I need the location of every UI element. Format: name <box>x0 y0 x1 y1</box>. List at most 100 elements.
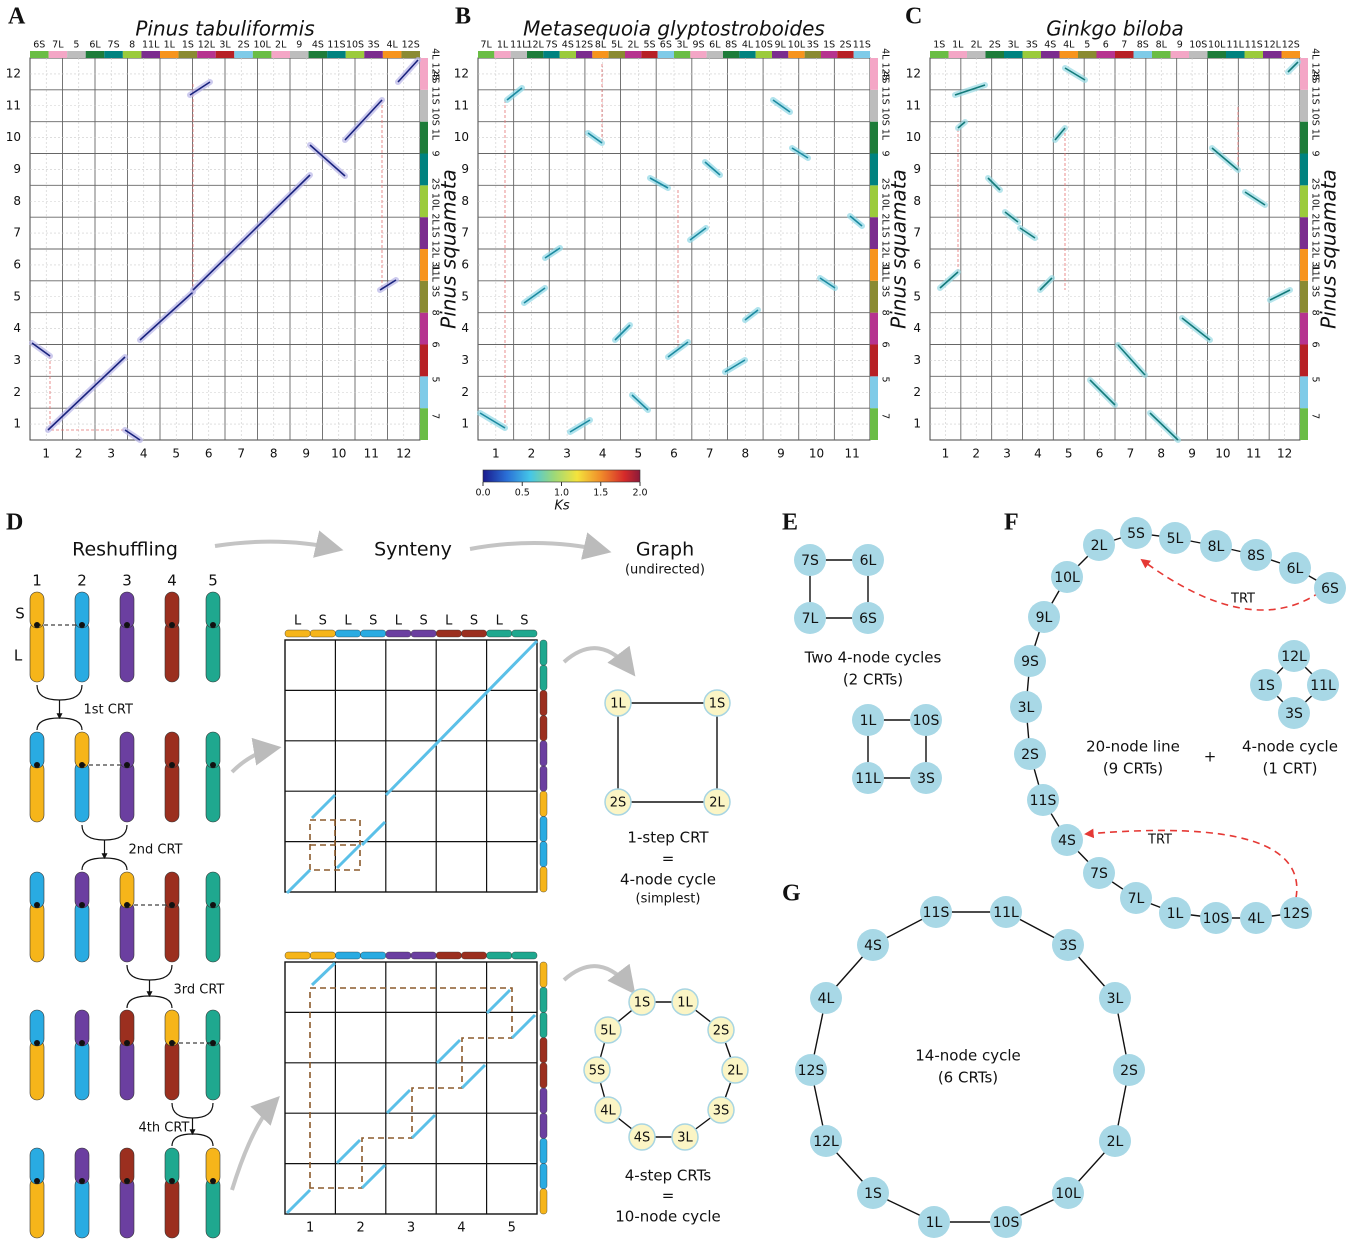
flow-arrows <box>214 530 636 1191</box>
colorbar-tick-label: 2.0 <box>632 488 647 499</box>
chrom-bar <box>804 51 821 58</box>
top-label: 3L <box>1008 40 1020 51</box>
top-label: 12L <box>526 40 544 51</box>
node-label: 8S <box>1247 548 1265 564</box>
chrom-bar <box>160 51 179 58</box>
right-label: 7 <box>880 413 891 419</box>
node-label: 1L <box>677 996 693 1011</box>
chrom-bar <box>178 51 198 58</box>
graph-node <box>1027 784 1059 816</box>
colorbar-tick-label: 0.5 <box>515 488 530 499</box>
chromosome-long-arm <box>164 901 180 963</box>
y-label: 10 <box>906 130 921 144</box>
genome-bar <box>539 1037 548 1063</box>
genome-bar <box>539 1138 548 1164</box>
right-label: 2S 10L 2L <box>1310 178 1321 226</box>
y-label: 7 <box>461 226 469 240</box>
chrom-bar <box>870 185 878 218</box>
graph-node <box>857 1177 889 1209</box>
node-label: 3L <box>1107 991 1124 1007</box>
caption: 1-step CRT <box>627 829 709 847</box>
top-label: 9S <box>692 40 704 51</box>
chrom-bar <box>252 51 272 58</box>
node-label: 3S <box>917 771 935 787</box>
crt-box <box>309 819 361 871</box>
y-label: 1 <box>461 417 469 431</box>
chrom-bar <box>510 51 527 58</box>
synteny-block <box>506 87 523 101</box>
graph-node <box>707 1096 735 1124</box>
y-label: 4 <box>913 321 921 335</box>
node-label: 6L <box>860 553 877 569</box>
panel-letter: A <box>8 4 26 30</box>
crt-label: 4th CRT <box>139 1121 190 1136</box>
chromosome-long-arm <box>119 1177 135 1239</box>
node-label: 11S <box>1030 793 1057 809</box>
graph-node <box>1010 691 1042 723</box>
centromere <box>210 622 216 628</box>
synteny-block <box>523 287 546 304</box>
synteny-block <box>335 1138 362 1165</box>
top-label: 7L <box>480 40 492 51</box>
y-label: 11 <box>906 98 921 112</box>
arm-label: L <box>294 614 302 629</box>
top-label: 7S <box>545 40 557 51</box>
top-label: 10L <box>788 40 806 51</box>
chrom-bar <box>1041 51 1060 58</box>
graph-node <box>1159 522 1191 554</box>
chrom-bar <box>559 51 576 58</box>
bracket <box>126 964 173 981</box>
y-label: 10 <box>454 130 469 144</box>
genome-bar <box>461 629 487 638</box>
synteny-block <box>285 1188 312 1215</box>
x-label: 2 <box>75 447 83 461</box>
top-label: 4L <box>386 40 398 51</box>
centromere <box>210 1178 216 1184</box>
genome-bar <box>410 951 437 960</box>
genome-bar <box>539 765 548 792</box>
chrom-bar <box>755 51 772 58</box>
chrom-bar <box>723 51 740 58</box>
panel-letter: C <box>905 4 922 30</box>
node-label: 11L <box>993 905 1019 921</box>
y-label: 9 <box>913 162 921 176</box>
graph-node <box>852 602 884 634</box>
chromosome-long-arm <box>205 1177 221 1239</box>
chrom-bar <box>420 312 428 345</box>
chrom-bar <box>870 312 878 345</box>
top-label: 5 <box>1084 40 1090 51</box>
chrom-bar <box>870 344 878 377</box>
right-label: 7 <box>430 413 441 419</box>
graph-node <box>1278 640 1310 672</box>
top-label: 12S <box>402 40 420 51</box>
node-label: 7L <box>1128 891 1145 907</box>
chrom-bar <box>690 51 707 58</box>
panel-letter: D <box>6 510 23 536</box>
synteny-block <box>544 247 561 259</box>
chromosome-long-arm <box>74 901 90 963</box>
chrom-bar <box>641 51 658 58</box>
top-label: 10L <box>253 40 271 51</box>
right-label: 6 <box>880 341 891 347</box>
node-label: 7S <box>1090 866 1108 882</box>
x-label: 8 <box>1157 447 1165 461</box>
synteny-block <box>1149 412 1179 441</box>
node-label: 10S <box>1203 911 1230 927</box>
bracket <box>171 1102 214 1119</box>
colorbar-tick-label: 1.0 <box>554 488 569 499</box>
top-label: 1L <box>497 40 509 51</box>
x-label: 1 <box>942 447 950 461</box>
node-label: 6S <box>1321 581 1339 597</box>
synteny-block <box>1181 317 1211 341</box>
y-label: 6 <box>913 257 921 271</box>
node-label: 2L <box>1091 538 1108 554</box>
trt-label: TRT <box>1147 833 1172 848</box>
node-label: 4L <box>818 991 835 1007</box>
x-label: 9 <box>302 447 310 461</box>
top-label: 7S <box>108 40 120 51</box>
top-label: 1S <box>182 40 194 51</box>
top-label: 1S <box>933 40 945 51</box>
chromosome-long-arm <box>74 1039 90 1101</box>
chrom-bar <box>592 51 609 58</box>
top-label: 11L <box>142 40 160 51</box>
